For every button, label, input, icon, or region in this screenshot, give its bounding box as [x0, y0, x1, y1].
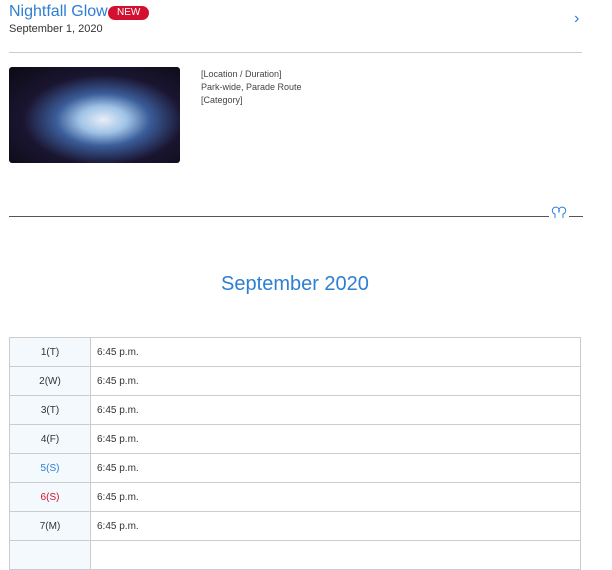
day-cell: 1(T)	[9, 337, 91, 367]
table-row: 2(W) 6:45 p.m.	[9, 366, 581, 396]
table-row: 3(T) 6:45 p.m.	[9, 395, 581, 425]
table-row: 7(M) 6:45 p.m.	[9, 511, 581, 541]
month-heading: September 2020	[221, 273, 369, 295]
time-cell: 6:45 p.m.	[90, 337, 581, 367]
time-cell: 6:45 p.m.	[90, 511, 581, 541]
new-badge: NEW	[108, 6, 150, 20]
day-cell: 2(W)	[9, 366, 91, 396]
day-cell: 6(S)	[9, 482, 91, 512]
mickey-icon	[549, 204, 569, 220]
table-row	[9, 540, 581, 570]
table-row: 1(T) 6:45 p.m.	[9, 337, 581, 367]
event-date: September 1, 2020	[9, 23, 103, 35]
location-label: [Location / Duration]	[201, 69, 282, 79]
time-cell: 6:45 p.m.	[90, 424, 581, 454]
time-cell: 6:45 p.m.	[90, 482, 581, 512]
category-label: [Category]	[201, 95, 243, 105]
table-row: 4(F) 6:45 p.m.	[9, 424, 581, 454]
time-cell: 6:45 p.m.	[90, 366, 581, 396]
event-photo	[9, 67, 180, 163]
divider	[9, 216, 583, 217]
event-title[interactable]: Nightfall Glow	[9, 3, 108, 20]
schedule-table: 1(T) 6:45 p.m. 2(W) 6:45 p.m. 3(T) 6:45 p.m…	[9, 337, 581, 570]
day-cell: 7(M)	[9, 511, 91, 541]
time-cell: 6:45 p.m.	[90, 453, 581, 483]
divider	[9, 52, 582, 53]
event-info: [Location / Duration] Park-wide, Parade …	[201, 68, 302, 107]
table-row: 5(S) 6:45 p.m.	[9, 453, 581, 483]
day-cell: 5(S)	[9, 453, 91, 483]
table-row: 6(S) 6:45 p.m.	[9, 482, 581, 512]
location-value: Park-wide, Parade Route	[201, 82, 302, 92]
chevron-right-icon[interactable]: ›	[574, 10, 580, 27]
day-cell: 3(T)	[9, 395, 91, 425]
time-cell: 6:45 p.m.	[90, 395, 581, 425]
day-cell: 4(F)	[9, 424, 91, 454]
